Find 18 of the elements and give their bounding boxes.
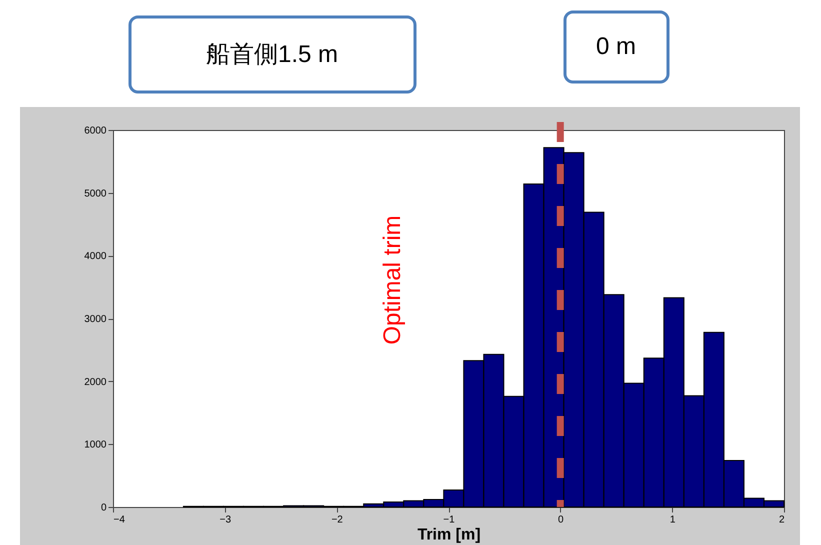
- x-tick-label: 1: [670, 514, 676, 526]
- x-tick-label: 2: [778, 514, 785, 526]
- y-tick-label: 6000: [84, 126, 107, 136]
- annotation: Optimal trim: [379, 215, 406, 345]
- y-tick-label: 0: [100, 502, 107, 514]
- y-tick-label: 1000: [84, 440, 107, 451]
- y-tick-label: 2000: [84, 376, 107, 388]
- x-tick-label: −2: [331, 514, 344, 526]
- text: 船首側1.5 m: [206, 41, 338, 68]
- x-tick-label: −1: [443, 514, 456, 526]
- x-tick-label: −4: [114, 514, 126, 526]
- x-axis-title: Trim [m]: [417, 526, 481, 544]
- x-tick-label: −3: [220, 514, 232, 526]
- y-tick-label: 3000: [84, 314, 107, 325]
- y-tick-label: 5000: [84, 188, 107, 200]
- x-tick-label: 0: [558, 514, 564, 526]
- text: 0 m: [596, 33, 636, 60]
- y-tick-label: 4000: [84, 251, 107, 262]
